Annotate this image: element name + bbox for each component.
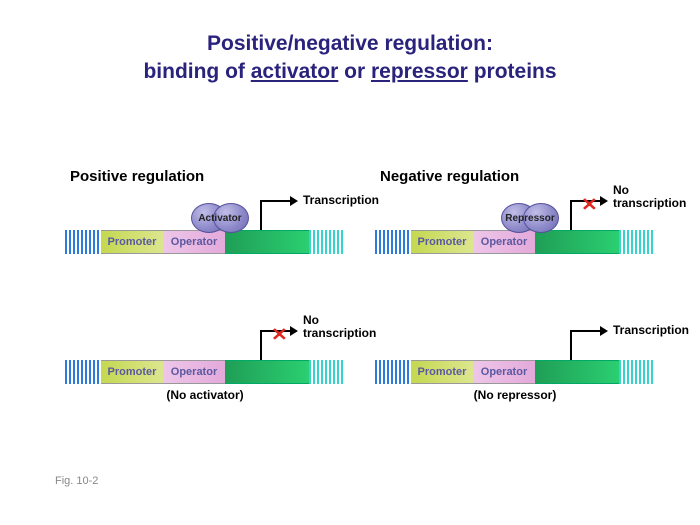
dna-strand: Promoter Operator (65, 360, 345, 384)
title-line1: Positive/negative regulation: (0, 30, 700, 58)
panel-negative-bound: Promoter Operator Repressor ✕ No transcr… (375, 190, 655, 270)
operator-region: Operator (473, 230, 535, 254)
outcome-label: Transcription (613, 324, 689, 337)
dna-flank-right (619, 360, 655, 384)
gene-region (535, 230, 619, 254)
promoter-region: Promoter (101, 230, 163, 254)
panel-negative-unbound: Promoter Operator Transcription (No repr… (375, 320, 655, 400)
caption-no-repressor: (No repressor) (375, 388, 655, 402)
block-x-icon: ✕ (271, 323, 288, 346)
slide-title: Positive/negative regulation: binding of… (0, 0, 700, 87)
operator-region: Operator (163, 230, 225, 254)
block-x-icon: ✕ (581, 193, 598, 216)
operator-region: Operator (163, 360, 225, 384)
panel-positive-unbound: Promoter Operator ✕ No transcription (No… (65, 320, 345, 400)
panel-positive-bound: Promoter Operator Activator Transcriptio… (65, 190, 345, 270)
dna-flank-left (375, 360, 411, 384)
dna-strand: Promoter Operator (65, 230, 345, 254)
heading-positive: Positive regulation (70, 168, 204, 185)
title-line2: binding of activator or repressor protei… (0, 58, 700, 86)
outcome-label: No transcription (613, 184, 686, 210)
promoter-region: Promoter (411, 230, 473, 254)
promoter-region: Promoter (101, 360, 163, 384)
gene-region (535, 360, 619, 384)
dna-strand: Promoter Operator (375, 230, 655, 254)
caption-no-activator: (No activator) (65, 388, 345, 402)
repressor-protein: Repressor (501, 204, 559, 232)
operator-region: Operator (473, 360, 535, 384)
promoter-region: Promoter (411, 360, 473, 384)
dna-flank-right (619, 230, 655, 254)
activator-protein: Activator (191, 204, 249, 232)
dna-strand: Promoter Operator (375, 360, 655, 384)
outcome-label: Transcription (303, 194, 379, 207)
gene-region (225, 360, 309, 384)
heading-negative: Negative regulation (380, 168, 519, 185)
dna-flank-left (65, 360, 101, 384)
dna-flank-left (65, 230, 101, 254)
figure-reference: Fig. 10-2 (55, 475, 98, 487)
dna-flank-right (309, 360, 345, 384)
dna-flank-left (375, 230, 411, 254)
outcome-label: No transcription (303, 314, 376, 340)
gene-region (225, 230, 309, 254)
dna-flank-right (309, 230, 345, 254)
